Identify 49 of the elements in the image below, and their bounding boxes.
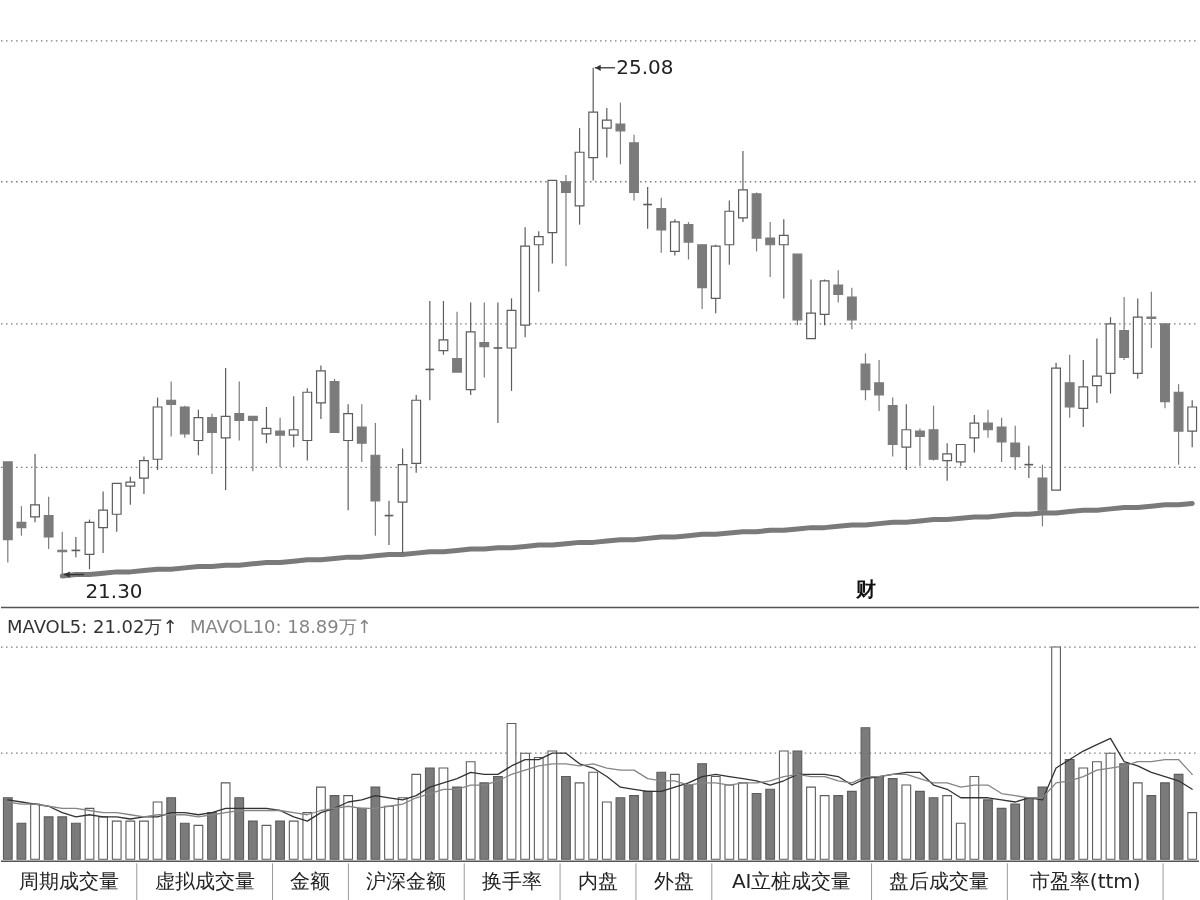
candlestick [615,102,626,165]
candlestick [166,380,177,438]
candlestick [1091,338,1102,404]
candlestick [234,380,245,442]
candlestick [778,218,789,299]
candlestick [533,230,544,293]
candlestick [43,496,54,550]
candlestick [16,505,27,537]
candlestick [98,490,109,554]
candlestick [983,409,993,439]
candlestick [601,107,612,159]
text: AI立桩成交量 [731,869,852,894]
candlestick [438,300,449,356]
candlestick [833,269,844,303]
candlestick [207,413,217,475]
candlestick [683,221,694,261]
text: 换手率 [482,869,543,894]
candlestick [969,414,980,454]
candlestick [492,301,504,424]
text: 金额 [290,869,331,894]
candlestick [765,221,776,278]
candlestick [138,455,149,495]
candlestick [261,406,272,444]
candlestick [275,417,286,468]
text: 市盈率(ttm) [1029,869,1141,894]
candlestick [356,403,367,463]
annotation: 25.08 [616,54,674,79]
candlestick [656,197,667,254]
text: 周期成交量 [18,869,119,894]
candlestick [955,443,966,467]
candlestick [874,359,885,412]
candlestick [288,395,299,448]
text: 盘后成交量 [889,869,990,894]
candlestick [1078,359,1089,428]
candlestick [220,367,231,491]
candlestick [901,403,912,471]
text: 内盘 [578,869,618,894]
text: MAVOL10: 18.89万↑ [189,615,372,637]
candlestick [30,453,40,523]
candlestick [125,476,136,506]
candlestick [942,442,953,482]
candlestick [996,417,1007,463]
annotation: 21.30 [85,578,143,603]
text: MAVOL5: 21.02万↑ [6,615,178,637]
text: 外盘 [653,869,694,894]
annotation: 财 [854,576,876,601]
candlestick [193,409,204,456]
text: 虚拟成交量 [154,869,255,894]
text: 沪深金额 [366,869,447,894]
